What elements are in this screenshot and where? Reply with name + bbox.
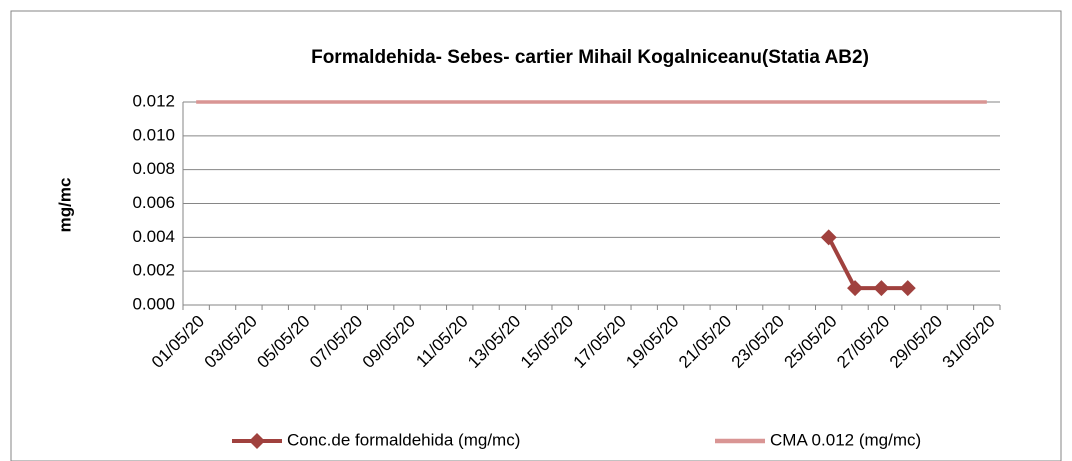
data-point bbox=[873, 280, 890, 297]
y-tick-label: 0.006 bbox=[132, 193, 175, 212]
data-point bbox=[899, 280, 916, 297]
y-tick-label: 0.004 bbox=[132, 227, 175, 246]
y-tick-label: 0.002 bbox=[132, 261, 175, 280]
series-line bbox=[826, 236, 908, 291]
data-point bbox=[820, 229, 837, 246]
y-tick-label: 0.012 bbox=[132, 91, 175, 110]
chart-title: Formaldehida- Sebes- cartier Mihail Koga… bbox=[311, 47, 869, 68]
legend-marker bbox=[249, 433, 265, 449]
legend-label: Conc.de formaldehida (mg/mc) bbox=[287, 430, 520, 449]
data-point bbox=[847, 280, 864, 297]
legend-label: CMA 0.012 (mg/mc) bbox=[770, 430, 921, 449]
y-tick-label: 0.000 bbox=[132, 294, 175, 313]
chart-border bbox=[10, 10, 1062, 461]
y-axis-label: mg/mc bbox=[55, 178, 74, 233]
y-tick-label: 0.010 bbox=[132, 125, 175, 144]
y-tick-label: 0.008 bbox=[132, 159, 175, 178]
